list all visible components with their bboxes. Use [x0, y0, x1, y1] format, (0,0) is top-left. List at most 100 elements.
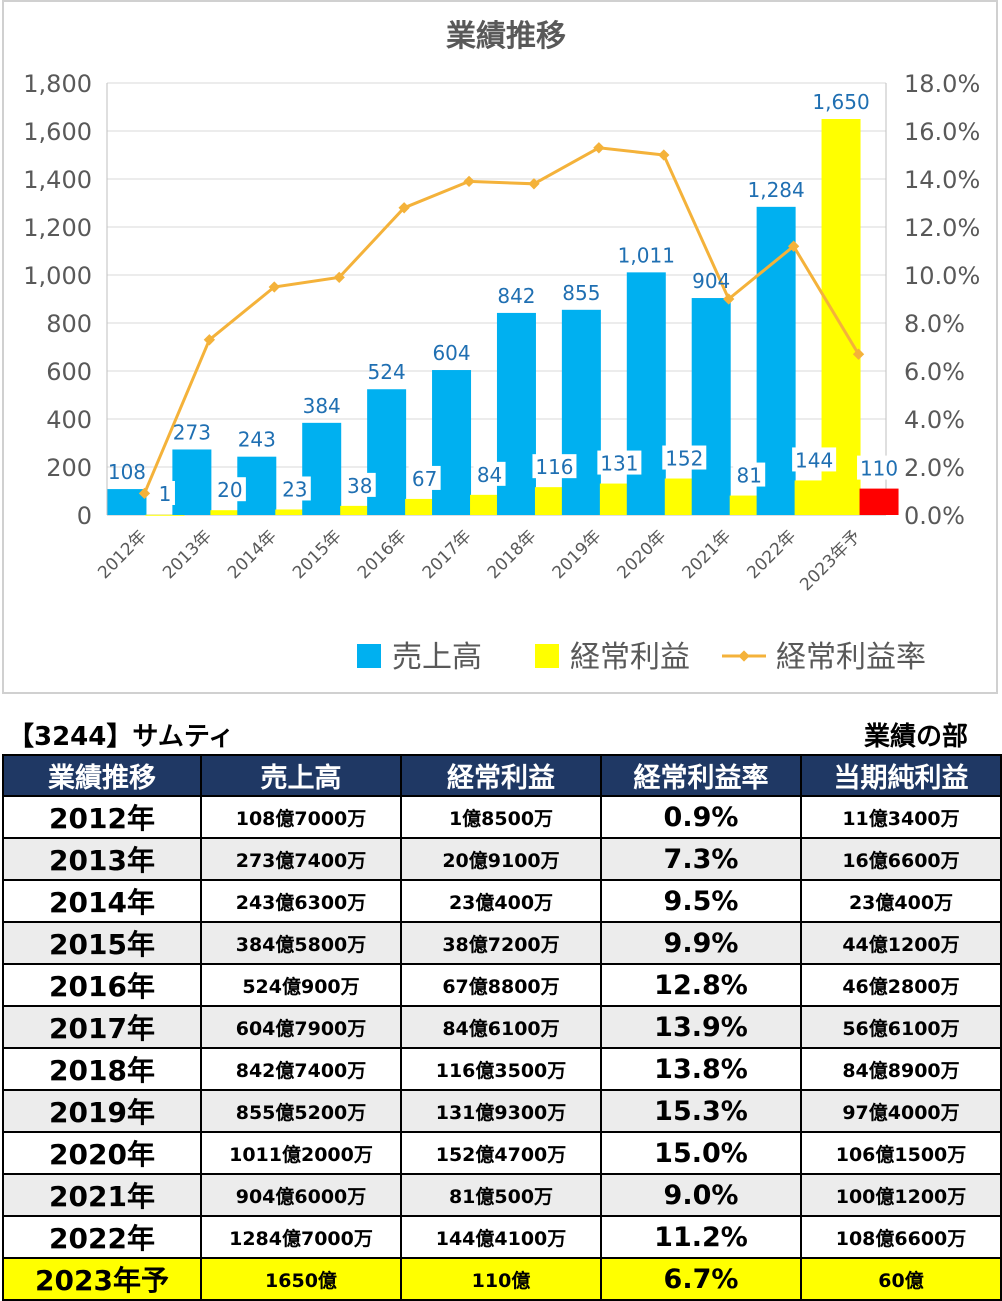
cell-ordinary-profit: 116億3500万: [400, 1047, 602, 1091]
y-right-tick-label: 12.0%: [904, 214, 980, 242]
y-right-tick-label: 6.0%: [904, 358, 965, 386]
y-left-tick-label: 1,800: [23, 70, 92, 98]
revenue-data-label: 842: [497, 284, 535, 308]
cell-ordinary-profit: 84億6100万: [400, 1005, 602, 1049]
cell-period: 2023年予: [2, 1257, 202, 1301]
y-right-tick-label: 4.0%: [904, 406, 965, 434]
performance-table-wrap: 業績推移 売上高 経常利益 経常利益率 当期純利益 2012年 108億7000万…: [2, 754, 1002, 1301]
cell-ordinary-profit: 1億8500万: [400, 795, 602, 839]
header-revenue: 売上高: [200, 754, 402, 797]
x-tick-label: 2013年: [159, 526, 216, 583]
cell-revenue: 384億5800万: [200, 921, 402, 965]
revenue-data-label: 1,011: [618, 243, 675, 267]
cell-revenue: 904億6000万: [200, 1173, 402, 1217]
profit-rate-marker: [138, 487, 151, 500]
cell-period: 2016年: [2, 963, 202, 1007]
ordinary-profit-data-label: 20: [217, 478, 242, 502]
x-tick-label: 2023年予: [796, 526, 865, 595]
legend-label-ordinary-profit: 経常利益: [570, 640, 690, 675]
cell-revenue: 1284億7000万: [200, 1215, 402, 1259]
x-tick-label: 2012年: [94, 526, 151, 583]
cell-revenue: 108億7000万: [200, 795, 402, 839]
ordinary-profit-data-label: 23: [282, 477, 307, 501]
ordinary-profit-label-bg: [154, 481, 175, 505]
ordinary-profit-data-label: 1: [159, 482, 172, 506]
ordinary-profit-label-bg: [792, 447, 837, 472]
y-right-tick-label: 16.0%: [904, 118, 980, 146]
cell-period: 2022年: [2, 1215, 202, 1259]
cell-period: 2018年: [2, 1047, 202, 1091]
revenue-bar: [172, 449, 212, 515]
profit-rate-marker: [658, 149, 670, 161]
ordinary-profit-label-bg: [597, 450, 642, 475]
cell-period: 2014年: [2, 879, 202, 923]
y-left-tick-label: 0: [77, 502, 92, 530]
table-row: 2018年 842億7400万 116億3500万 13.8% 84億8900万: [2, 1047, 1002, 1091]
cell-ordinary-profit: 20億9100万: [400, 837, 602, 881]
cell-ordinary-profit: 144億4100万: [400, 1215, 602, 1259]
x-tick-label: 2015年: [289, 526, 346, 583]
table-row: 2012年 108億7000万 1億8500万 0.9% 11億3400万: [2, 795, 1002, 839]
ordinary-profit-data-label: 144: [795, 448, 833, 472]
ordinary-profit-bar: [145, 514, 185, 516]
cell-net-income: 23億400万: [800, 879, 1002, 923]
cell-ordinary-profit: 81億500万: [400, 1173, 602, 1217]
cell-net-income: 97億4000万: [800, 1089, 1002, 1133]
cell-revenue: 1011億2000万: [200, 1131, 402, 1175]
revenue-data-label: 108: [108, 460, 146, 484]
cell-profit-rate: 13.8%: [600, 1047, 802, 1091]
header-profit-rate: 経常利益率: [600, 754, 802, 797]
cell-revenue: 243億6300万: [200, 879, 402, 923]
cell-net-income: 60億: [800, 1257, 1002, 1301]
cell-net-income: 56億6100万: [800, 1005, 1002, 1049]
cell-revenue: 273億7400万: [200, 837, 402, 881]
y-left-tick-label: 1,400: [23, 166, 92, 194]
cell-net-income: 100億1200万: [800, 1173, 1002, 1217]
cell-period: 2020年: [2, 1131, 202, 1175]
chart-frame: 業績推移 0 200 400 600 800 1,000 1,200 1,400 1,600 1,8…: [2, 0, 998, 694]
cell-net-income: 11億3400万: [800, 795, 1002, 839]
y-right-tick-label: 10.0%: [904, 262, 980, 290]
cell-profit-rate: 13.9%: [600, 1005, 802, 1049]
header-net-income: 当期純利益: [800, 754, 1002, 797]
y-left-tick-label: 1,200: [23, 214, 92, 242]
cell-revenue: 842億7400万: [200, 1047, 402, 1091]
ordinary-profit-label-bg: [662, 445, 707, 470]
cell-ordinary-profit: 131億9300万: [400, 1089, 602, 1133]
profit-rate-marker: [203, 334, 216, 346]
ordinary-profit-data-label: 110: [860, 457, 898, 481]
cell-period: 2015年: [2, 921, 202, 965]
cell-profit-rate: 15.3%: [600, 1089, 802, 1133]
ordinary-profit-data-label: 84: [477, 463, 502, 487]
ordinary-profit-label-bg: [532, 454, 577, 479]
ordinary-profit-label-bg: [278, 476, 311, 501]
cell-profit-rate: 9.0%: [600, 1173, 802, 1217]
revenue-data-label: 384: [303, 394, 341, 418]
header-period: 業績推移: [2, 754, 202, 797]
cell-net-income: 84億8900万: [800, 1047, 1002, 1091]
revenue-data-label: 904: [692, 269, 730, 293]
profit-rate-marker: [723, 293, 735, 305]
revenue-bar: [432, 370, 472, 515]
cell-net-income: 46億2800万: [800, 963, 1002, 1007]
cell-revenue: 855億5200万: [200, 1089, 402, 1133]
ordinary-profit-label-bg: [213, 477, 246, 502]
ordinary-profit-data-label: 81: [736, 464, 761, 488]
ordinary-profit-data-label: 67: [412, 467, 437, 491]
ordinary-profit-data-label: 131: [600, 452, 638, 476]
table-row: 2015年 384億5800万 38億7200万 9.9% 44億1200万: [2, 921, 1002, 965]
legend-label-profit-rate: 経常利益率: [776, 640, 926, 675]
chart-title: 業績推移: [446, 19, 566, 54]
header-ordinary-profit: 経常利益: [400, 754, 602, 797]
x-tick-label: 2022年: [743, 526, 800, 583]
profit-rate-marker: [268, 281, 280, 293]
revenue-data-label: 604: [432, 341, 470, 365]
y-left-tick-label: 1,000: [23, 262, 92, 290]
ordinary-profit-bar: [275, 509, 315, 515]
revenue-data-label: 524: [368, 360, 406, 384]
table-row: 2020年 1011億2000万 152億4700万 15.0% 106億1500万: [2, 1131, 1002, 1175]
profit-rate-marker: [463, 175, 475, 188]
y-left-tick-label: 1,600: [23, 118, 92, 146]
y-right-tick-label: 0.0%: [904, 502, 965, 530]
table-row: 2023年予 1650億 110億 6.7% 60億: [2, 1257, 1002, 1301]
